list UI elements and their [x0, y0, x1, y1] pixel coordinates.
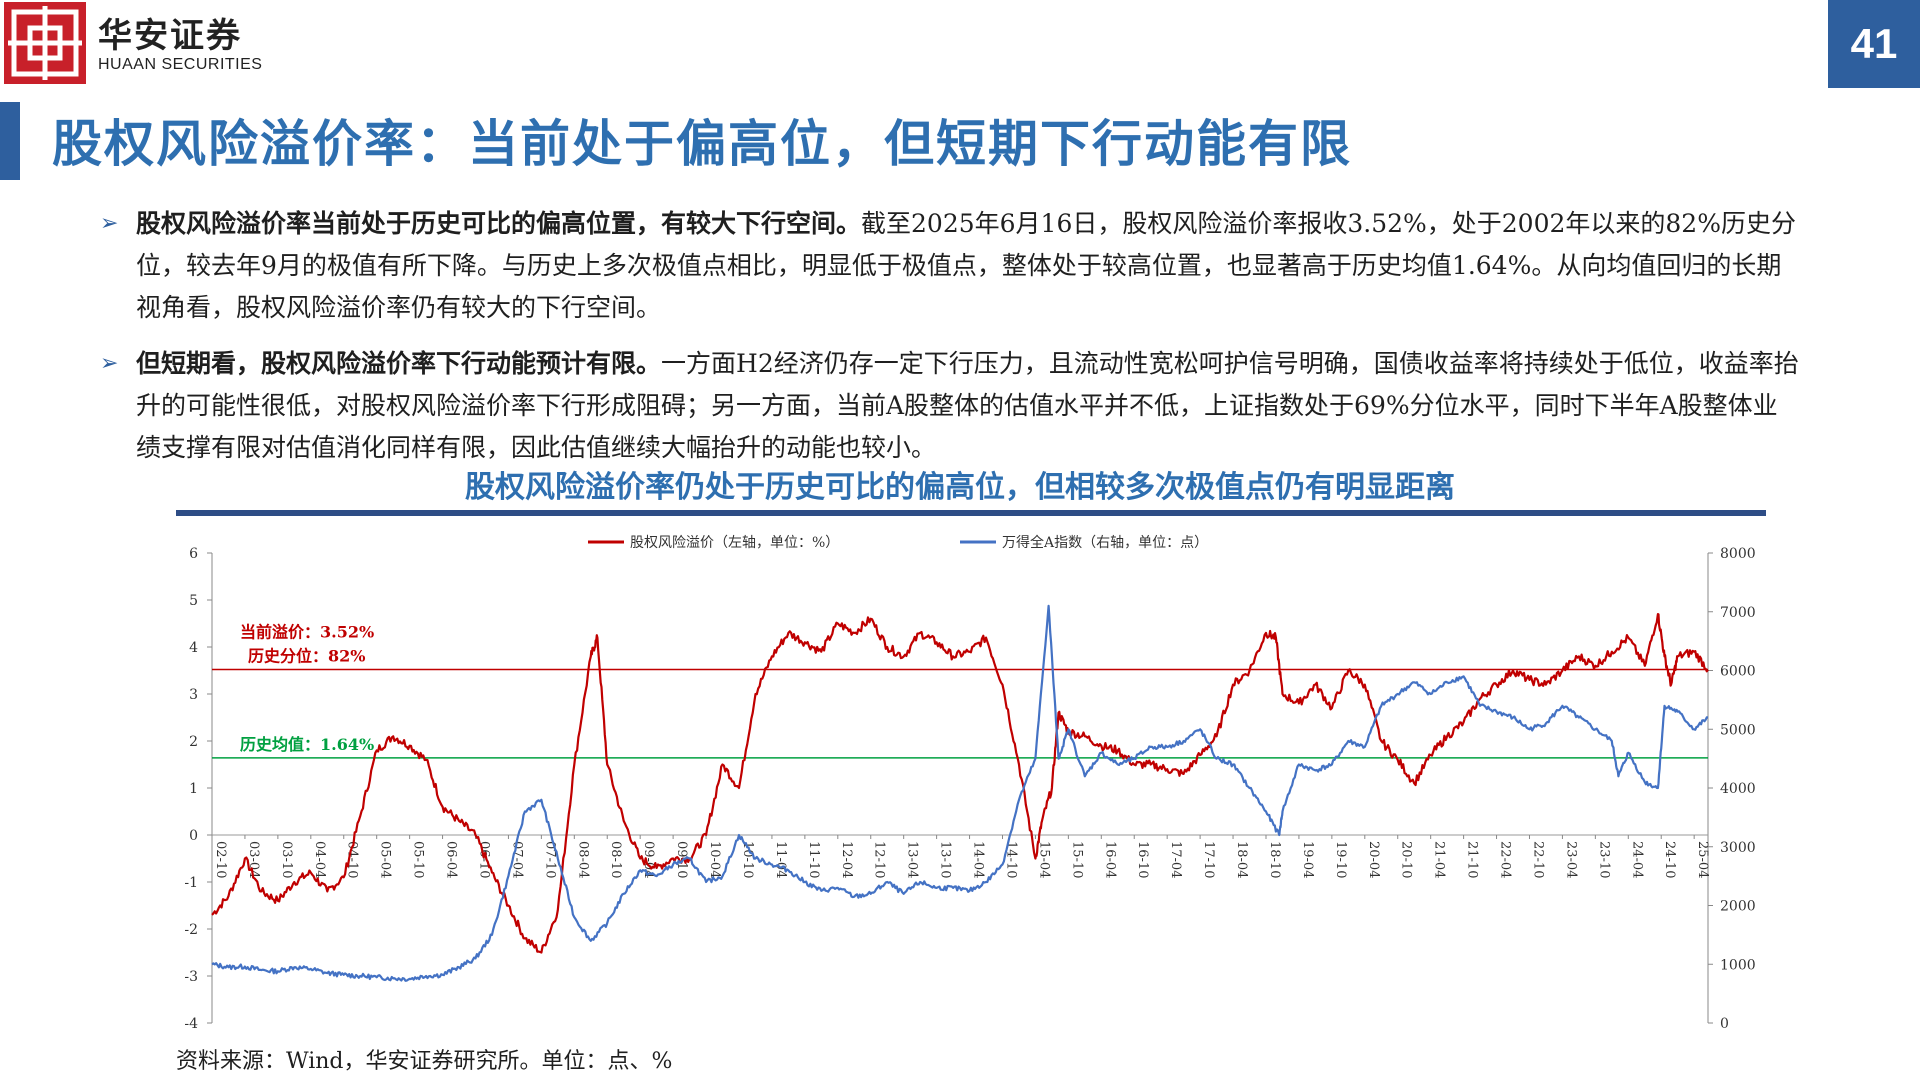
left-tick-label: 5 — [189, 593, 198, 609]
x-tick-label: 17-10 — [1201, 841, 1216, 878]
x-tick-label: 13-10 — [938, 841, 953, 878]
bullet-text: 截至2025年6月16日，股权风险溢价率报收3.52%，处于2002年以来的82… — [136, 209, 1796, 322]
erp-series-line — [211, 612, 1709, 954]
right-tick-label: 0 — [1720, 1016, 1729, 1032]
x-tick-label: 11-04 — [773, 841, 788, 878]
left-tick-label: 6 — [189, 546, 198, 562]
x-tick-label: 12-04 — [839, 841, 854, 878]
left-tick-label: -3 — [184, 969, 198, 985]
x-tick-label: 18-04 — [1234, 841, 1249, 878]
page-number: 41 — [1828, 0, 1920, 88]
x-tick-label: 18-10 — [1267, 841, 1282, 878]
x-tick-label: 14-10 — [1003, 841, 1018, 878]
legend-label: 股权风险溢价（左轴，单位：%） — [630, 535, 839, 551]
x-tick-label: 05-10 — [411, 841, 426, 878]
x-tick-label: 24-10 — [1662, 841, 1677, 878]
x-tick-label: 15-04 — [1036, 841, 1051, 878]
brand-name-cn: 华安证券 — [98, 16, 242, 56]
x-tick-label: 23-04 — [1563, 841, 1578, 878]
x-tick-label: 07-10 — [542, 841, 557, 878]
x-tick-label: 19-04 — [1300, 841, 1315, 878]
x-tick-label: 22-10 — [1530, 841, 1545, 878]
right-tick-label: 8000 — [1720, 546, 1756, 562]
x-tick-label: 14-04 — [971, 841, 986, 878]
erp-chart: -4 -3 -2 -1 0 1 2 3 4 5 6 0 1000 2000 3000 4000 5000 6000… — [184, 534, 1756, 1032]
x-tick-label: 20-04 — [1366, 841, 1381, 878]
left-tick-label: -4 — [184, 1016, 198, 1032]
x-tick-label: 16-10 — [1135, 841, 1150, 878]
bullet-heading: 股权风险溢价率当前处于历史可比的偏高位置，有较大下行空间。 — [136, 209, 862, 238]
bullet-item: ➢ 但短期看，股权风险溢价率下行动能预计有限。一方面H2经济仍存一定下行压力，且… — [100, 343, 1800, 469]
left-tick-label: 0 — [189, 828, 198, 844]
left-tick-label: 2 — [189, 734, 198, 750]
x-tick-label: 23-10 — [1596, 841, 1611, 878]
x-tick-label: 21-10 — [1465, 841, 1480, 878]
x-tick-label: 03-10 — [279, 841, 294, 878]
x-tick-label: 25-04 — [1695, 841, 1710, 878]
x-tick-label: 12-10 — [872, 841, 887, 878]
left-tick-label: -1 — [184, 875, 198, 891]
x-tick-label: 11-10 — [806, 841, 821, 878]
x-tick-label: 19-10 — [1333, 841, 1348, 878]
x-tick-label: 20-10 — [1399, 841, 1414, 878]
x-tick-label: 04-10 — [345, 841, 360, 878]
chart-title-rule — [176, 510, 1766, 516]
x-tick-label: 07-04 — [509, 841, 524, 878]
bullet-item: ➢ 股权风险溢价率当前处于历史可比的偏高位置，有较大下行空间。截至2025年6月… — [100, 203, 1800, 329]
x-tick-label: 06-10 — [476, 841, 491, 878]
x-tick-label: 05-04 — [378, 841, 393, 878]
reference-label: 历史均值：1.64% — [240, 735, 374, 754]
right-tick-label: 7000 — [1720, 605, 1756, 621]
left-tick-label: -2 — [184, 922, 198, 938]
x-tick-label: 13-04 — [905, 841, 920, 878]
left-tick-label: 1 — [189, 781, 198, 797]
left-tick-label: 4 — [189, 640, 198, 656]
left-tick-label: 3 — [189, 687, 198, 703]
bullet-heading: 但短期看，股权风险溢价率下行动能预计有限。 — [136, 349, 662, 378]
arrow-bullet-icon: ➢ — [100, 211, 119, 236]
right-tick-label: 2000 — [1720, 899, 1756, 915]
right-tick-label: 6000 — [1720, 664, 1756, 680]
x-tick-label: 08-04 — [575, 841, 590, 878]
arrow-bullet-icon: ➢ — [100, 351, 119, 376]
x-tick-label: 22-04 — [1498, 841, 1513, 878]
right-tick-label: 4000 — [1720, 781, 1756, 797]
source-note: 资料来源：Wind，华安证券研究所。单位：点、% — [176, 1049, 673, 1074]
right-tick-label: 3000 — [1720, 840, 1756, 856]
x-tick-label: 02-10 — [213, 841, 228, 878]
bullet-list: ➢ 股权风险溢价率当前处于历史可比的偏高位置，有较大下行空间。截至2025年6月… — [100, 203, 1800, 483]
right-tick-label: 5000 — [1720, 722, 1756, 738]
x-tick-label: 10-10 — [740, 841, 755, 878]
right-tick-label: 1000 — [1720, 957, 1756, 973]
x-tick-label: 10-04 — [707, 841, 722, 878]
x-tick-label: 08-10 — [608, 841, 623, 878]
legend-label: 万得全A指数（右轴，单位：点） — [1002, 534, 1208, 551]
x-tick-label: 16-04 — [1102, 841, 1117, 878]
x-tick-label: 24-04 — [1629, 841, 1644, 878]
brand-name-en: HUAAN SECURITIES — [98, 56, 263, 73]
index-series-line — [211, 604, 1709, 982]
x-tick-label: 21-04 — [1432, 841, 1447, 878]
reference-label: 历史分位：82% — [248, 647, 365, 666]
x-tick-label: 15-10 — [1069, 841, 1084, 878]
reference-label: 当前溢价：3.52% — [240, 623, 374, 642]
x-tick-label: 17-04 — [1168, 841, 1183, 878]
chart-title: 股权风险溢价率仍处于历史可比的偏高位，但相较多次极值点仍有明显距离 — [465, 470, 1455, 505]
x-tick-label: 06-04 — [444, 841, 459, 878]
bullet-text: 一方面H2经济仍存一定下行压力，且流动性宽松呵护信号明确，国债收益率将持续处于低… — [136, 349, 1799, 462]
huaan-logo — [4, 2, 86, 84]
title-accent-bar — [0, 102, 20, 180]
x-tick-label: 04-04 — [312, 841, 327, 878]
x-tick-label: 09-04 — [641, 841, 656, 878]
page-title: 股权风险溢价率：当前处于偏高位，但短期下行动能有限 — [52, 114, 1352, 173]
